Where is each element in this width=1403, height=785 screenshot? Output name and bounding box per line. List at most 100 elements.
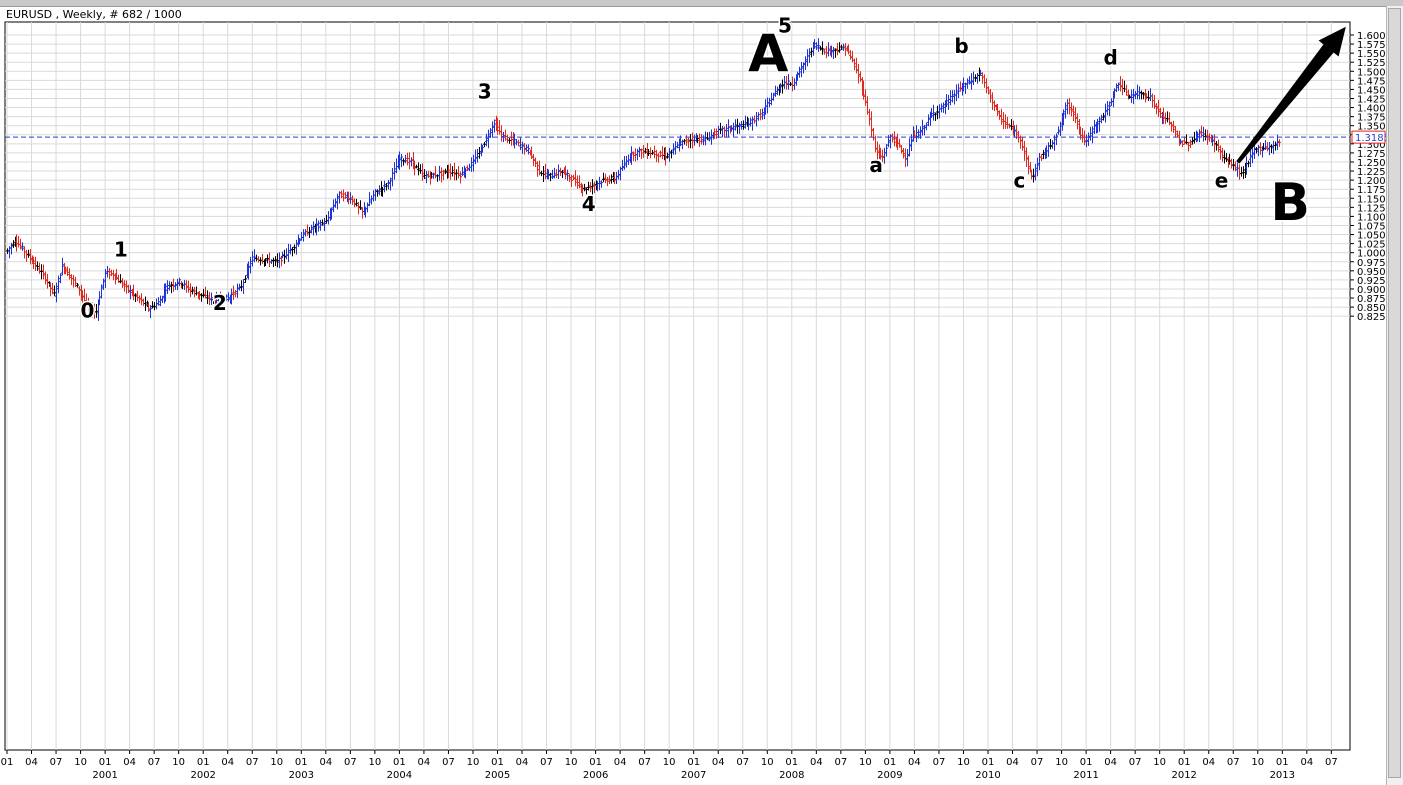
x-tick-label: 07 bbox=[540, 757, 553, 768]
ohlc-bar bbox=[979, 69, 982, 76]
ohlc-bar bbox=[689, 133, 692, 149]
ohlc-bar bbox=[274, 256, 277, 267]
ohlc-bar bbox=[857, 63, 860, 84]
ohlc-bar bbox=[1266, 142, 1269, 152]
ohlc-bar bbox=[504, 129, 507, 141]
ohlc-bar bbox=[885, 144, 888, 157]
ohlc-bar bbox=[744, 115, 747, 129]
ohlc-bar bbox=[166, 280, 169, 295]
ohlc-bar bbox=[993, 100, 996, 112]
x-tick-label: 10 bbox=[565, 757, 578, 768]
projection-arrow bbox=[1236, 26, 1346, 164]
ohlc-bar bbox=[430, 172, 433, 179]
ohlc-bar bbox=[244, 275, 247, 283]
ohlc-bar bbox=[368, 192, 371, 207]
ohlc-bar bbox=[1168, 112, 1171, 126]
ohlc-bar bbox=[125, 280, 128, 294]
ohlc-bar bbox=[159, 295, 162, 307]
ohlc-bar bbox=[945, 94, 948, 108]
ohlc-bar bbox=[687, 137, 690, 149]
ohlc-bar bbox=[719, 122, 722, 134]
ohlc-bar bbox=[225, 294, 228, 301]
x-tick-label: 10 bbox=[270, 757, 283, 768]
ohlc-bar bbox=[57, 275, 60, 294]
ohlc-bar bbox=[212, 297, 215, 305]
ohlc-bar bbox=[1179, 138, 1182, 145]
ohlc-bar bbox=[242, 278, 245, 294]
ohlc-bar bbox=[1221, 147, 1224, 162]
ohlc-bar bbox=[987, 86, 990, 95]
ohlc-bar bbox=[1027, 155, 1030, 175]
x-tick-label: 10 bbox=[74, 757, 87, 768]
ohlc-bar bbox=[506, 134, 509, 144]
ohlc-bar bbox=[1115, 83, 1118, 93]
ohlc-bar bbox=[655, 149, 658, 162]
ohlc-bar bbox=[55, 282, 58, 303]
ohlc-bar bbox=[800, 61, 803, 78]
ohlc-bar bbox=[930, 108, 933, 119]
ohlc-bar bbox=[730, 125, 733, 132]
ohlc-bar bbox=[557, 164, 560, 180]
ohlc-bar bbox=[1174, 125, 1177, 138]
ohlc-bar bbox=[1019, 135, 1022, 149]
ohlc-bar bbox=[376, 189, 379, 197]
ohlc-bar bbox=[61, 257, 64, 276]
ohlc-bar bbox=[378, 185, 381, 196]
ohlc-bar bbox=[966, 78, 969, 89]
ohlc-bar bbox=[459, 171, 462, 184]
ohlc-bar bbox=[470, 157, 473, 172]
ohlc-bar bbox=[881, 149, 884, 163]
x-tick-label: 01 bbox=[1276, 757, 1289, 768]
ohlc-bar bbox=[1162, 107, 1165, 124]
ohlc-bar bbox=[191, 286, 194, 295]
ohlc-bar bbox=[53, 285, 56, 297]
x-year-label: 2009 bbox=[877, 770, 902, 781]
ohlc-bar bbox=[951, 90, 954, 103]
ohlc-bar bbox=[1170, 121, 1173, 132]
ohlc-bar bbox=[1013, 125, 1016, 137]
x-tick-label: 04 bbox=[319, 757, 332, 768]
scrollbar-thumb[interactable] bbox=[1388, 8, 1401, 778]
ohlc-bar bbox=[1172, 120, 1175, 133]
ohlc-bar bbox=[76, 282, 79, 288]
ohlc-bar bbox=[344, 191, 347, 199]
ohlc-bar bbox=[366, 202, 369, 213]
ohlc-bar bbox=[774, 85, 777, 97]
x-tick-label: 01 bbox=[589, 757, 602, 768]
ohlc-bar bbox=[342, 189, 345, 202]
ohlc-bar bbox=[1247, 160, 1250, 168]
ohlc-bar bbox=[1187, 141, 1190, 152]
ohlc-bar bbox=[776, 86, 779, 96]
ohlc-bar bbox=[457, 166, 460, 179]
ohlc-bar bbox=[1278, 139, 1281, 147]
y-tick-label: 1.1250 bbox=[1357, 203, 1386, 214]
ohlc-bar bbox=[551, 169, 554, 179]
y-tick-label: 1.4750 bbox=[1357, 76, 1386, 87]
ohlc-bar bbox=[178, 277, 181, 287]
ohlc-bar bbox=[1087, 132, 1090, 146]
x-year-label: 2007 bbox=[681, 770, 706, 781]
ohlc-bar bbox=[715, 128, 718, 139]
ohlc-bar bbox=[1091, 126, 1094, 144]
x-tick-label: 10 bbox=[761, 757, 774, 768]
ohlc-bar bbox=[834, 48, 837, 58]
ohlc-bar bbox=[1062, 109, 1065, 126]
x-tick-label: 07 bbox=[736, 757, 749, 768]
x-year-label: 2010 bbox=[975, 770, 1000, 781]
x-tick-label: 04 bbox=[1300, 757, 1313, 768]
ohlc-bar bbox=[787, 73, 790, 90]
ohlc-bar bbox=[1157, 99, 1160, 118]
ohlc-bar bbox=[1036, 157, 1039, 177]
ohlc-bar bbox=[215, 291, 218, 305]
ohlc-bar bbox=[336, 193, 339, 210]
ohlc-bar bbox=[1096, 118, 1099, 134]
x-tick-label: 04 bbox=[123, 757, 136, 768]
x-year-label: 2006 bbox=[583, 770, 608, 781]
ohlc-bar bbox=[1259, 142, 1262, 155]
ohlc-bar bbox=[410, 157, 413, 167]
ohlc-bar bbox=[295, 239, 298, 255]
